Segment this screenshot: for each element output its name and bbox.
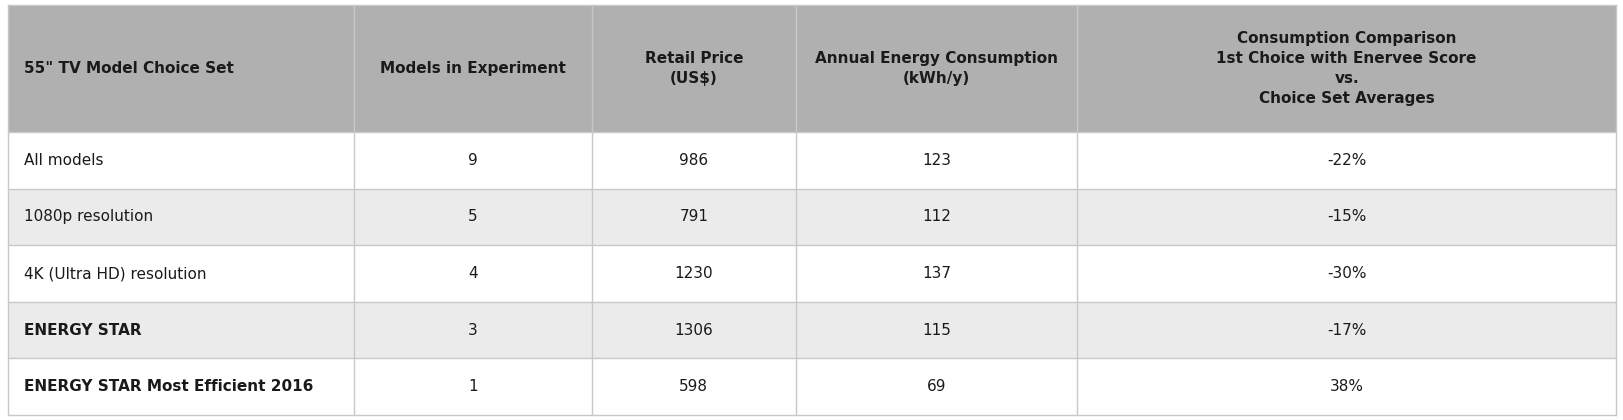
Text: Retail Price
(US$): Retail Price (US$) — [644, 51, 743, 86]
Bar — [795, 189, 1076, 245]
Text: ENERGY STAR: ENERGY STAR — [24, 323, 141, 338]
Text: 598: 598 — [678, 379, 708, 394]
Bar — [354, 132, 591, 189]
Bar — [591, 245, 795, 302]
Text: 4: 4 — [467, 266, 477, 281]
Bar — [354, 358, 591, 415]
Bar — [795, 132, 1076, 189]
Text: 115: 115 — [922, 323, 951, 338]
Text: ENERGY STAR Most Efficient 2016: ENERGY STAR Most Efficient 2016 — [24, 379, 313, 394]
Bar — [1076, 358, 1615, 415]
Bar — [8, 5, 354, 132]
Bar — [795, 302, 1076, 358]
Bar — [795, 245, 1076, 302]
Text: -15%: -15% — [1326, 210, 1365, 224]
Text: 791: 791 — [678, 210, 708, 224]
Bar — [354, 5, 591, 132]
Bar — [795, 5, 1076, 132]
Text: -30%: -30% — [1326, 266, 1365, 281]
Text: 986: 986 — [678, 153, 708, 168]
Bar — [1076, 189, 1615, 245]
Text: 123: 123 — [922, 153, 951, 168]
Text: Annual Energy Consumption
(kWh/y): Annual Energy Consumption (kWh/y) — [815, 51, 1058, 86]
Bar — [8, 189, 354, 245]
Bar — [1076, 5, 1615, 132]
Bar — [354, 245, 591, 302]
Bar — [591, 358, 795, 415]
Bar — [8, 358, 354, 415]
Text: Consumption Comparison
1st Choice with Enervee Score
vs.
Choice Set Averages: Consumption Comparison 1st Choice with E… — [1216, 32, 1475, 106]
Text: Models in Experiment: Models in Experiment — [380, 61, 565, 76]
Text: 1230: 1230 — [674, 266, 712, 281]
Bar — [354, 302, 591, 358]
Text: 1: 1 — [467, 379, 477, 394]
Bar — [354, 189, 591, 245]
Bar — [8, 132, 354, 189]
Text: 5: 5 — [467, 210, 477, 224]
Bar — [591, 302, 795, 358]
Text: 38%: 38% — [1329, 379, 1363, 394]
Text: 1080p resolution: 1080p resolution — [24, 210, 154, 224]
Bar — [1076, 132, 1615, 189]
Text: 137: 137 — [922, 266, 951, 281]
Bar — [591, 5, 795, 132]
Text: 4K (Ultra HD) resolution: 4K (Ultra HD) resolution — [24, 266, 206, 281]
Text: -17%: -17% — [1326, 323, 1365, 338]
Bar — [795, 358, 1076, 415]
Text: 69: 69 — [927, 379, 946, 394]
Text: 9: 9 — [467, 153, 477, 168]
Text: 3: 3 — [467, 323, 477, 338]
Bar — [8, 245, 354, 302]
Text: 55" TV Model Choice Set: 55" TV Model Choice Set — [24, 61, 234, 76]
Bar — [1076, 302, 1615, 358]
Text: 1306: 1306 — [674, 323, 712, 338]
Text: All models: All models — [24, 153, 104, 168]
Text: 112: 112 — [922, 210, 951, 224]
Text: -22%: -22% — [1326, 153, 1365, 168]
Bar — [591, 189, 795, 245]
Bar — [8, 302, 354, 358]
Bar — [591, 132, 795, 189]
Bar — [1076, 245, 1615, 302]
